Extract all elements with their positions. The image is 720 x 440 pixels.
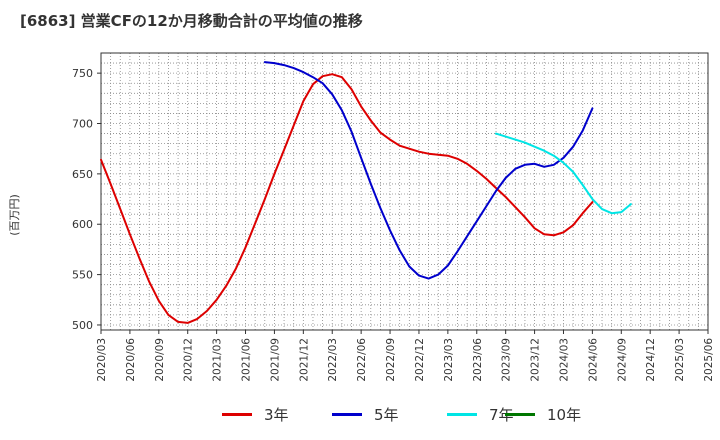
x-tick-label: 2023/03 <box>443 338 455 382</box>
x-tick-label: 2021/09 <box>269 338 281 382</box>
x-tick-label: 2023/09 <box>501 338 513 382</box>
legend-label: 7年 <box>489 406 514 424</box>
y-tick-label: 650 <box>72 168 93 181</box>
series-line-5年 <box>263 61 594 280</box>
y-tick-label: 500 <box>72 319 93 332</box>
y-tick-label: 700 <box>72 118 93 131</box>
x-tick-label: 2023/12 <box>530 338 542 382</box>
x-tick-label: 2025/03 <box>674 338 686 382</box>
y-tick-label: 550 <box>72 269 93 282</box>
x-tick-label: 2020/06 <box>125 338 137 382</box>
legend-swatch <box>222 413 252 416</box>
x-tick-label: 2023/06 <box>472 338 484 382</box>
chart-title: [6863] 営業CFの12か月移動合計の平均値の推移 <box>20 12 363 30</box>
x-tick-label: 2020/03 <box>96 338 108 382</box>
x-tick-label: 2022/06 <box>356 338 368 382</box>
legend-swatch <box>447 413 477 416</box>
legend-label: 3年 <box>264 406 289 424</box>
x-tick-label: 2024/12 <box>645 338 657 382</box>
y-tick-label: 750 <box>72 67 93 80</box>
x-tick-label: 2020/09 <box>154 338 166 382</box>
x-tick-label: 2022/09 <box>385 338 397 382</box>
x-tick-label: 2021/12 <box>298 338 310 382</box>
x-tick-label: 2022/12 <box>414 338 426 382</box>
x-tick-label: 2025/06 <box>703 338 715 382</box>
x-tick-label: 2024/03 <box>558 338 570 382</box>
x-tick-label: 2021/03 <box>212 338 224 382</box>
plot-border <box>100 52 709 331</box>
legend: 3年 5年 7年 10年 <box>0 402 720 426</box>
x-tick-label: 2024/06 <box>587 338 599 382</box>
x-tick-label: 2024/09 <box>616 338 628 382</box>
legend-label: 5年 <box>374 406 399 424</box>
series-line-3年 <box>100 73 594 324</box>
series-line-7年 <box>495 132 632 215</box>
legend-swatch <box>332 413 362 416</box>
x-tick-label: 2022/03 <box>327 338 339 382</box>
x-tick-label: 2021/06 <box>241 338 253 382</box>
legend-label: 10年 <box>547 406 582 424</box>
x-tick-label: 2020/12 <box>183 338 195 382</box>
legend-swatch <box>505 413 535 416</box>
plot-area <box>101 53 708 330</box>
y-tick-label: 600 <box>72 218 93 231</box>
